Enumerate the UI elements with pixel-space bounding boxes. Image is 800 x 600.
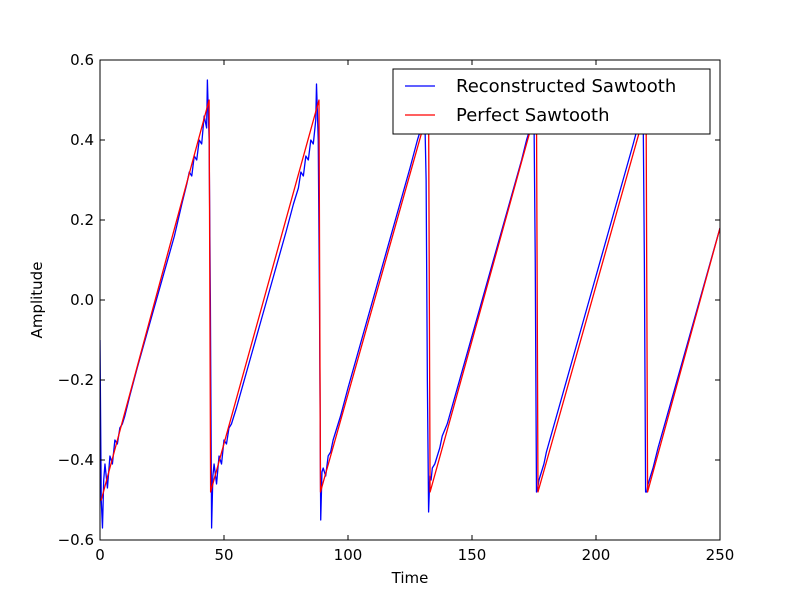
y-tick-label: 0.0 [70, 291, 94, 309]
plot-area [100, 60, 720, 540]
ticks-layer: 0 50 100 150 200 250 −0.6 −0.4 −0.2 0.0 0.2 0.4 0.6 [58, 51, 735, 564]
legend-box [392, 68, 711, 135]
legend: Reconstructed Sawtooth Perfect Sawtooth [392, 68, 711, 135]
x-tick-label: 100 [334, 546, 363, 564]
y-axis-label: Amplitude [28, 262, 46, 339]
x-tick-label: 250 [706, 546, 735, 564]
y-tick-label: 0.2 [70, 211, 94, 229]
y-tick-label: 0.4 [70, 131, 94, 149]
y-tick-label: −0.4 [58, 451, 94, 469]
y-tick-label: 0.6 [70, 51, 94, 69]
x-tick-label: 0 [95, 546, 105, 564]
x-tick-label: 50 [214, 546, 233, 564]
plot-frame [99, 59, 721, 541]
x-tick-label: 200 [582, 546, 611, 564]
y-tick-label: −0.6 [58, 531, 94, 549]
y-tick-label: −0.2 [58, 371, 94, 389]
x-tick-label: 150 [458, 546, 487, 564]
x-axis-label: Time [391, 569, 429, 587]
legend-label-reconstructed: Reconstructed Sawtooth [456, 76, 676, 97]
legend-label-perfect: Perfect Sawtooth [456, 105, 610, 126]
series-line-reconstructed [100, 79, 720, 529]
